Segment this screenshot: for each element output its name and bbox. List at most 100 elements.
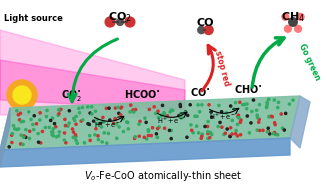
Circle shape — [94, 134, 96, 136]
Circle shape — [127, 121, 129, 124]
Circle shape — [170, 138, 172, 140]
Circle shape — [105, 107, 108, 109]
Circle shape — [58, 131, 60, 133]
Circle shape — [22, 120, 25, 122]
Circle shape — [180, 113, 182, 115]
Circle shape — [239, 101, 241, 103]
Circle shape — [134, 136, 136, 138]
Circle shape — [220, 111, 223, 113]
Polygon shape — [0, 30, 185, 118]
Circle shape — [89, 112, 91, 114]
Circle shape — [16, 110, 18, 112]
Circle shape — [236, 123, 239, 125]
Circle shape — [14, 128, 16, 130]
Circle shape — [229, 135, 231, 137]
Text: Go green: Go green — [297, 42, 321, 82]
Circle shape — [266, 131, 268, 133]
Circle shape — [101, 141, 103, 143]
Circle shape — [207, 125, 209, 128]
Circle shape — [56, 136, 58, 138]
Circle shape — [230, 127, 232, 129]
Circle shape — [76, 142, 78, 144]
Circle shape — [59, 109, 61, 111]
Circle shape — [211, 116, 213, 118]
Circle shape — [63, 139, 65, 141]
Circle shape — [18, 119, 21, 121]
Circle shape — [156, 136, 159, 139]
Circle shape — [52, 135, 55, 137]
Circle shape — [120, 107, 122, 109]
Polygon shape — [0, 60, 185, 110]
Circle shape — [208, 104, 210, 106]
Circle shape — [60, 108, 62, 110]
Circle shape — [271, 116, 273, 118]
Circle shape — [289, 18, 297, 26]
Circle shape — [12, 125, 15, 127]
Circle shape — [91, 106, 93, 108]
Text: Light source: Light source — [4, 14, 63, 23]
Circle shape — [211, 133, 213, 136]
Circle shape — [115, 123, 118, 125]
Circle shape — [158, 126, 160, 128]
Circle shape — [266, 101, 268, 103]
Circle shape — [72, 136, 74, 139]
Circle shape — [197, 104, 199, 106]
Circle shape — [204, 125, 206, 128]
Circle shape — [99, 122, 102, 125]
Text: CO$_2^{\bullet}$: CO$_2^{\bullet}$ — [61, 88, 82, 103]
Circle shape — [139, 120, 141, 122]
Circle shape — [169, 111, 171, 113]
Circle shape — [262, 129, 264, 132]
Circle shape — [170, 109, 172, 111]
Circle shape — [266, 106, 268, 108]
Circle shape — [256, 129, 258, 131]
Circle shape — [284, 25, 291, 32]
Circle shape — [163, 112, 165, 114]
Circle shape — [96, 118, 98, 120]
Circle shape — [223, 133, 225, 136]
Circle shape — [244, 103, 246, 105]
Circle shape — [117, 106, 119, 108]
Circle shape — [28, 111, 30, 113]
Circle shape — [233, 108, 235, 110]
Circle shape — [148, 108, 150, 111]
Circle shape — [80, 120, 82, 122]
Circle shape — [82, 119, 84, 121]
Circle shape — [272, 132, 274, 135]
Circle shape — [284, 112, 287, 115]
Circle shape — [236, 135, 239, 137]
Circle shape — [64, 118, 66, 120]
Circle shape — [30, 118, 32, 121]
Circle shape — [225, 112, 228, 114]
Circle shape — [251, 110, 253, 113]
Circle shape — [107, 132, 110, 135]
Circle shape — [22, 143, 24, 146]
Circle shape — [95, 110, 96, 112]
Circle shape — [155, 112, 157, 115]
Circle shape — [258, 121, 260, 123]
Circle shape — [168, 129, 171, 132]
Circle shape — [186, 136, 188, 138]
Circle shape — [187, 114, 189, 116]
Circle shape — [114, 118, 116, 120]
Circle shape — [114, 118, 116, 120]
Circle shape — [105, 17, 115, 27]
Circle shape — [7, 80, 37, 110]
Circle shape — [204, 26, 213, 35]
Circle shape — [196, 115, 198, 117]
Circle shape — [40, 142, 42, 144]
Circle shape — [109, 119, 111, 121]
Circle shape — [189, 104, 191, 106]
Circle shape — [256, 116, 259, 119]
Circle shape — [58, 135, 60, 137]
Circle shape — [198, 26, 205, 34]
Circle shape — [33, 115, 35, 117]
Circle shape — [39, 112, 41, 114]
Circle shape — [268, 98, 270, 101]
Circle shape — [118, 126, 120, 128]
Circle shape — [53, 122, 56, 125]
Circle shape — [277, 134, 279, 136]
Circle shape — [133, 111, 135, 113]
Circle shape — [89, 139, 91, 142]
Circle shape — [267, 98, 270, 101]
